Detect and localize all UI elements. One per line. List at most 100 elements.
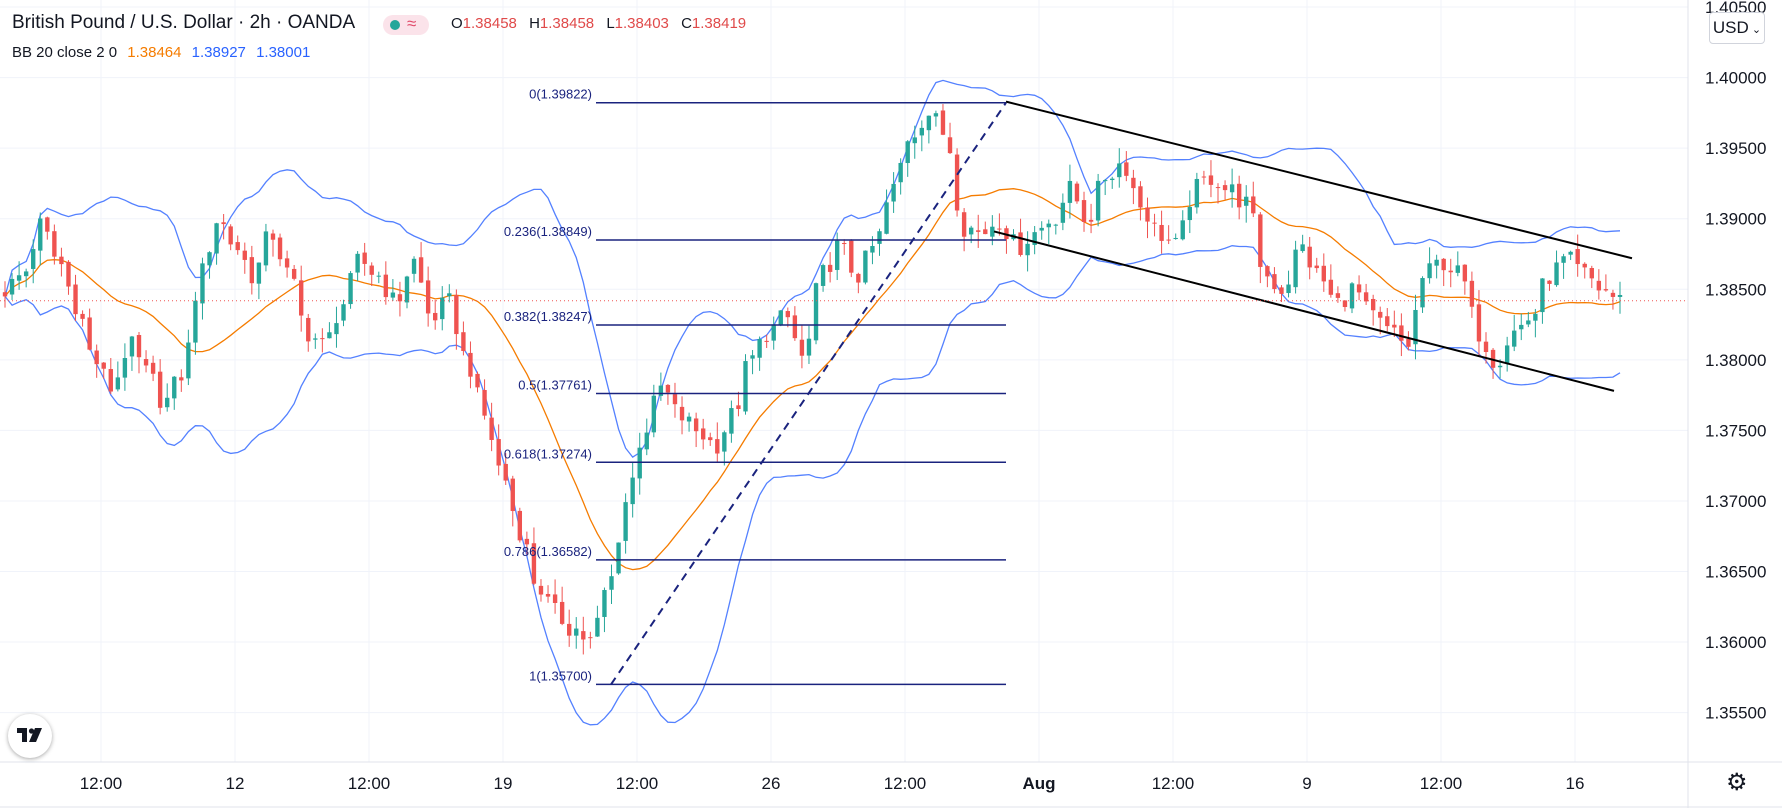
currency-button[interactable]: USD ⌄ — [1709, 12, 1765, 44]
ohlc-low-label: L — [606, 15, 615, 32]
candle-body — [1229, 184, 1235, 193]
candle-body — [1526, 320, 1531, 325]
y-tick-label: 1.36500 — [1705, 563, 1766, 582]
candle-body — [1575, 249, 1580, 265]
fib-level-label: 0(1.39822) — [529, 87, 592, 102]
candle-body — [2, 292, 8, 297]
candle-body — [898, 162, 903, 183]
candle-body — [221, 222, 226, 225]
candle-body — [425, 280, 431, 314]
candle-body — [1138, 186, 1143, 208]
candle-body — [1088, 219, 1094, 222]
candle-body — [73, 284, 78, 315]
candle-body — [313, 338, 318, 340]
candle-body — [299, 280, 304, 316]
candle-body — [686, 416, 692, 422]
candle-body — [1279, 287, 1284, 294]
fib-level-label: 0.5(1.37761) — [518, 378, 592, 393]
candle-body — [454, 295, 459, 335]
x-tick-label: 16 — [1566, 774, 1585, 793]
candle-body — [320, 338, 325, 340]
candle-body — [1208, 175, 1214, 185]
candle-body — [778, 310, 783, 326]
candle-body — [827, 264, 833, 272]
candle-body — [482, 389, 487, 416]
candle-body — [418, 257, 424, 283]
candle-body — [1561, 256, 1566, 263]
candle-body — [997, 228, 1002, 230]
market-open-icon — [390, 20, 400, 30]
candle-body — [52, 231, 57, 257]
market-status-badge[interactable]: ≈ — [383, 14, 429, 35]
y-tick-label: 1.38500 — [1705, 280, 1766, 299]
x-tick-label: 12:00 — [616, 774, 659, 793]
candle-body — [672, 394, 678, 405]
candle-body — [722, 432, 727, 452]
candle-body — [574, 628, 579, 636]
candle-body — [1293, 249, 1298, 288]
candle-body — [651, 395, 657, 433]
candle-body — [545, 593, 551, 597]
y-tick-label: 1.37500 — [1705, 421, 1766, 440]
candle-body — [1314, 265, 1319, 269]
candle-body — [411, 258, 417, 274]
candle-body — [496, 439, 501, 466]
candle-body — [799, 339, 805, 356]
candle-body — [355, 253, 360, 273]
candle-body — [179, 377, 184, 381]
candle-body — [616, 542, 621, 574]
candle-body — [249, 257, 255, 284]
x-tick-label: Aug — [1022, 774, 1055, 793]
chart-header: British Pound / U.S. Dollar · 2h · OANDA — [12, 12, 355, 34]
fibonacci-retracement: 0(1.39822) 0.236(1.38849) 0.382(1.38247) 0.… — [504, 87, 1007, 686]
candle-body — [242, 250, 247, 260]
tradingview-logo-icon[interactable] — [8, 714, 52, 758]
candle-body — [334, 323, 339, 335]
candle-body — [1420, 278, 1425, 308]
candle-body — [66, 261, 71, 287]
candle-body — [1215, 187, 1221, 189]
candle-body — [1610, 292, 1616, 297]
candle-body — [1300, 244, 1305, 252]
candle-body — [1533, 313, 1538, 321]
ohlc-close-label: C — [681, 15, 692, 32]
candle-body — [122, 357, 128, 378]
candle-body — [1554, 262, 1559, 286]
candle-body — [200, 263, 205, 304]
descending-channel — [993, 100, 1633, 392]
candle-body — [1286, 284, 1291, 294]
candle-body — [990, 226, 995, 237]
candle-body — [1032, 232, 1037, 245]
candle-body — [1145, 207, 1150, 222]
ohlc-low-value: 1.38403 — [614, 15, 669, 32]
candle-body — [665, 384, 671, 393]
candle-body — [1095, 180, 1101, 221]
candle-body — [383, 274, 389, 298]
gear-icon[interactable]: ⚙ — [1726, 769, 1748, 796]
candle-body — [1483, 341, 1489, 353]
fib-level-label: 0.382(1.38247) — [504, 309, 592, 324]
candle-body — [538, 585, 544, 595]
candle-body — [884, 202, 889, 234]
ohlc-close-value: 1.38419 — [691, 15, 747, 32]
candle-body — [468, 352, 473, 377]
indicator-legend[interactable]: BB 20 close 2 0 1.38464 1.38927 1.38001 — [12, 44, 316, 61]
candle-body — [750, 355, 755, 359]
candle-body — [1039, 227, 1044, 231]
candle-body — [1328, 279, 1334, 295]
candle-body — [80, 313, 85, 319]
symbol-title[interactable]: British Pound / U.S. Dollar · 2h · OANDA — [12, 12, 356, 33]
candle-body — [1504, 345, 1510, 364]
indicator-label[interactable]: BB 20 close 2 0 — [12, 44, 118, 61]
x-tick-label: 12:00 — [1152, 774, 1195, 793]
candle-body — [630, 477, 635, 505]
candle-body — [475, 373, 480, 388]
candle-body — [291, 268, 297, 279]
candle-body — [729, 408, 734, 434]
candle-body — [1272, 274, 1277, 290]
candle-body — [1519, 324, 1524, 330]
candle-body — [38, 218, 43, 251]
candle-body — [976, 230, 981, 232]
